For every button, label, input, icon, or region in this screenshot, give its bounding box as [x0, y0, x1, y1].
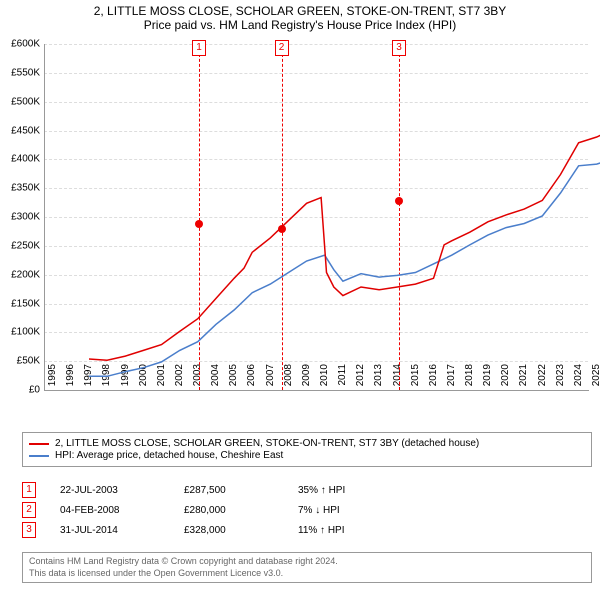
y-tick: £400K: [0, 154, 40, 165]
y-tick: £500K: [0, 96, 40, 107]
event-num-icon: 1: [22, 482, 36, 498]
y-tick: £350K: [0, 183, 40, 194]
legend-item-1: 2, LITTLE MOSS CLOSE, SCHOLAR GREEN, STO…: [29, 438, 585, 449]
legend-label-1: 2, LITTLE MOSS CLOSE, SCHOLAR GREEN, STO…: [55, 438, 479, 449]
event-num-icon: 3: [22, 522, 36, 538]
event-price: £287,500: [184, 485, 274, 496]
legend-box: 2, LITTLE MOSS CLOSE, SCHOLAR GREEN, STO…: [22, 432, 592, 467]
event-num-icon: 2: [22, 502, 36, 518]
y-tick: £450K: [0, 125, 40, 136]
y-tick: £0: [0, 385, 40, 396]
legend-swatch-2: [29, 455, 49, 457]
event-date: 31-JUL-2014: [60, 525, 160, 536]
y-tick: £300K: [0, 212, 40, 223]
y-tick: £100K: [0, 327, 40, 338]
footer-line2: This data is licensed under the Open Gov…: [29, 568, 585, 580]
event-delta: 7% ↓ HPI: [298, 505, 388, 516]
events-table: 1 22-JUL-2003 £287,500 35% ↑ HPI 2 04-FE…: [22, 478, 578, 542]
event-delta: 11% ↑ HPI: [298, 525, 388, 536]
series-property: [89, 120, 600, 361]
event-row-1: 1 22-JUL-2003 £287,500 35% ↑ HPI: [22, 482, 578, 498]
event-price: £280,000: [184, 505, 274, 516]
y-tick: £550K: [0, 67, 40, 78]
y-tick: £250K: [0, 240, 40, 251]
footer-box: Contains HM Land Registry data © Crown c…: [22, 552, 592, 583]
y-tick: £200K: [0, 269, 40, 280]
footer-line1: Contains HM Land Registry data © Crown c…: [29, 556, 585, 568]
legend-swatch-1: [29, 443, 49, 445]
y-tick: £150K: [0, 298, 40, 309]
chart-title-line1: 2, LITTLE MOSS CLOSE, SCHOLAR GREEN, STO…: [0, 0, 600, 18]
y-tick: £600K: [0, 39, 40, 50]
chart-container: { "title_line1": "2, LITTLE MOSS CLOSE, …: [0, 0, 600, 590]
event-price: £328,000: [184, 525, 274, 536]
series-hpi: [89, 151, 600, 376]
event-date: 22-JUL-2003: [60, 485, 160, 496]
event-delta: 35% ↑ HPI: [298, 485, 388, 496]
line-canvas: [89, 88, 600, 434]
plot-area: [44, 44, 589, 391]
event-row-3: 3 31-JUL-2014 £328,000 11% ↑ HPI: [22, 522, 578, 538]
legend-item-2: HPI: Average price, detached house, Ches…: [29, 450, 585, 461]
event-row-2: 2 04-FEB-2008 £280,000 7% ↓ HPI: [22, 502, 578, 518]
y-tick: £50K: [0, 356, 40, 367]
event-date: 04-FEB-2008: [60, 505, 160, 516]
legend-label-2: HPI: Average price, detached house, Ches…: [55, 450, 283, 461]
chart-title-line2: Price paid vs. HM Land Registry's House …: [0, 18, 600, 34]
